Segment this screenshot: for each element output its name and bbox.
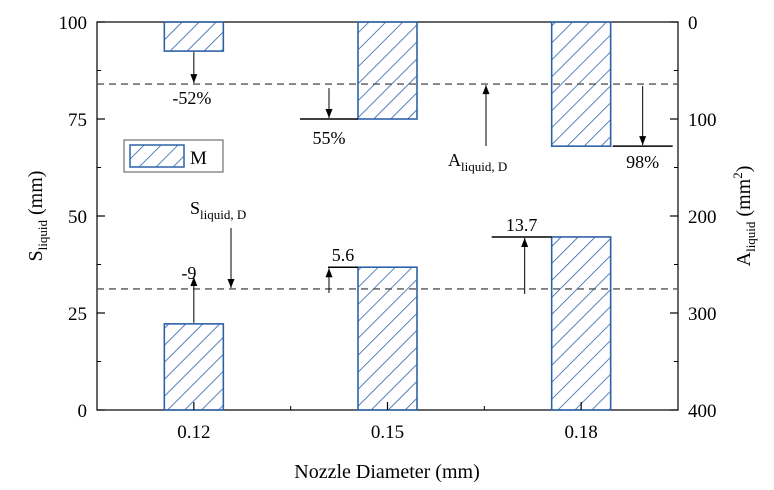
annotation-s-0.15: 5.6: [332, 245, 355, 265]
x-tick-label-0.15: 0.15: [371, 422, 404, 443]
right-y-axis-title: Aliquid (mm2): [730, 166, 758, 267]
bars-bottom: [163, 236, 612, 411]
legend-label: M: [190, 148, 207, 169]
arrow-a-0.15-head: [325, 109, 333, 118]
arrow-s-0.15-head: [325, 268, 333, 278]
right-tick-label-200: 200: [688, 207, 717, 228]
arrow-a-0.15: [325, 88, 333, 118]
arrow-a-liquid-d: [482, 85, 490, 146]
annotation-s-0.12: -9: [181, 263, 196, 283]
legend: M: [123, 139, 224, 173]
left-tick-label-50: 50: [68, 207, 87, 228]
axis-ticks: [96, 21, 679, 411]
arrow-s-0.12-head: [190, 276, 198, 286]
x-axis-title: Nozzle Diameter (mm): [294, 461, 479, 483]
annotations: -9 5.6 13.7 -52% 55% 98%: [172, 52, 673, 323]
arrow-s-0.15: [325, 268, 333, 293]
x-tick-label-0.18: 0.18: [565, 422, 598, 443]
left-tick-label-25: 25: [68, 304, 87, 325]
bar-s-liquid-0.18: [550, 236, 612, 411]
right-tick-label-100: 100: [688, 110, 717, 131]
arrow-s-0.18-head: [521, 237, 529, 247]
left-tick-label-0: 0: [78, 401, 88, 422]
annotation-s-0.18: 13.7: [506, 215, 538, 235]
bar-s-liquid-0.15: [357, 266, 418, 411]
annotation-a-0.12: -52%: [172, 88, 211, 108]
left-ref-label: Sliquid, D: [190, 198, 246, 222]
annotation-a-0.15: 55%: [313, 128, 346, 148]
left-tick-label-100: 100: [59, 13, 88, 34]
arrow-a-0.12: [190, 52, 198, 84]
arrow-a-0.18-head: [639, 136, 647, 146]
arrow-a-0.18: [639, 86, 647, 146]
right-ref-label: Aliquid, D: [448, 150, 507, 174]
right-tick-label-0: 0: [688, 13, 698, 34]
legend-swatch: [129, 144, 185, 168]
right-tick-label-400: 400: [688, 401, 717, 422]
right-tick-label-300: 300: [688, 304, 717, 325]
arrow-s-0.12: [190, 276, 198, 323]
arrow-a-liquid-d-head: [482, 85, 490, 95]
x-tick-label-0.12: 0.12: [177, 422, 210, 443]
arrow-s-liquid-d-head: [227, 278, 235, 288]
arrow-s-liquid-d: [227, 228, 235, 288]
bar-a-liquid-0.15: [357, 21, 418, 120]
bar-a-liquid-0.12: [163, 21, 225, 52]
arrow-a-0.12-head: [190, 74, 198, 84]
arrow-s-0.18: [521, 237, 529, 294]
tick-labels: 0 25 50 75 100 0 100 200 300 400 0.12 0.15 0.18: [59, 13, 717, 443]
left-tick-label-75: 75: [68, 110, 87, 131]
left-y-axis-title: Sliquid (mm): [25, 171, 50, 262]
annotation-a-0.18: 98%: [626, 152, 659, 172]
bar-s-liquid-0.12: [163, 323, 225, 411]
